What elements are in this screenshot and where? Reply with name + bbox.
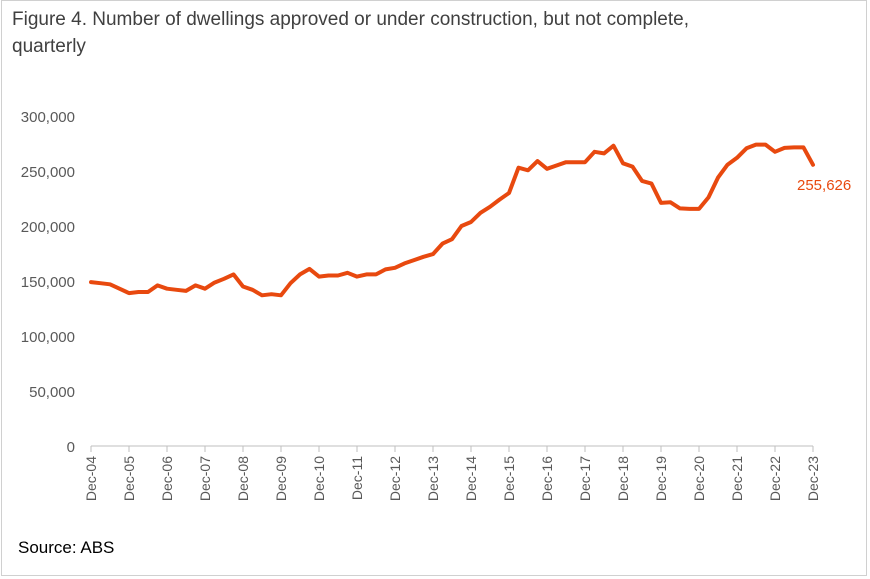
x-tick-label: Dec-04 <box>83 456 99 501</box>
y-tick-label: 300,000 <box>21 109 75 126</box>
x-tick-label: Dec-07 <box>197 456 213 501</box>
x-tick-label: Dec-06 <box>159 456 175 501</box>
source-note: Source: ABS <box>18 538 115 557</box>
x-tick-label: Dec-18 <box>615 456 631 501</box>
x-tick-label: Dec-17 <box>577 456 593 501</box>
x-tick-label: Dec-16 <box>539 456 555 501</box>
last-value-label: 255,626 <box>797 177 851 194</box>
x-tick-label: Dec-05 <box>121 456 137 501</box>
series-line <box>89 142 815 298</box>
x-tick-label: Dec-20 <box>691 456 707 501</box>
x-tick-label: Dec-13 <box>425 456 441 501</box>
x-tick-label: Dec-22 <box>767 456 783 501</box>
y-tick-label: 0 <box>67 439 75 456</box>
x-tick-label: Dec-09 <box>273 456 289 501</box>
x-tick-label: Dec-10 <box>311 456 327 501</box>
y-tick-label: 200,000 <box>21 219 75 236</box>
y-tick-label: 100,000 <box>21 329 75 346</box>
x-tick-label: Dec-12 <box>387 456 403 501</box>
y-tick-label: 150,000 <box>21 274 75 291</box>
x-tick-label: Dec-11 <box>349 456 365 500</box>
y-tick-label: 250,000 <box>21 164 75 181</box>
x-tick-label: Dec-19 <box>653 456 669 501</box>
x-tick-label: Dec-23 <box>805 456 821 501</box>
y-tick-label: 50,000 <box>29 384 75 401</box>
x-tick-label: Dec-15 <box>501 456 517 501</box>
x-tick-label: Dec-08 <box>235 456 251 501</box>
x-tick-label: Dec-14 <box>463 456 479 501</box>
x-tick-label: Dec-21 <box>729 456 745 501</box>
chart-title: Figure 4. Number of dwellings approved o… <box>12 9 689 57</box>
